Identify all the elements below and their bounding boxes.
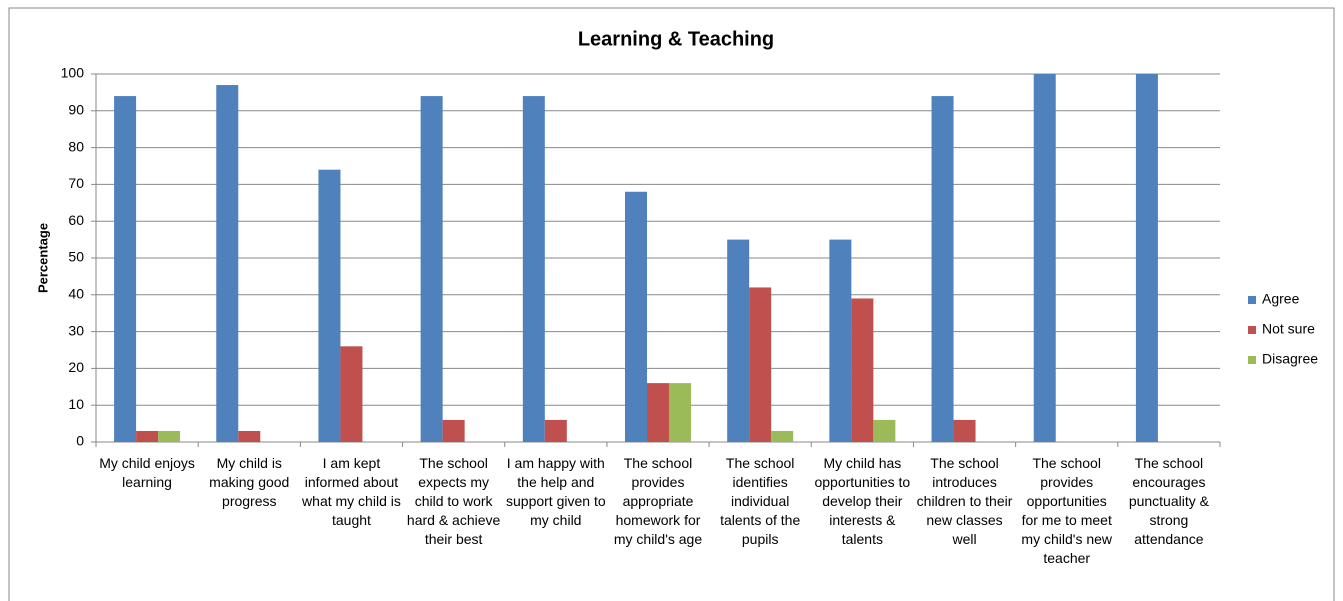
bar xyxy=(114,96,137,442)
x-tick-label: My child is making good progress xyxy=(209,455,290,509)
y-axis-label: Percentage xyxy=(35,223,50,293)
x-tick-label: I am kept informed about what my child i… xyxy=(302,455,401,528)
y-tick-label: 10 xyxy=(68,396,84,412)
bar xyxy=(1135,74,1158,442)
bar xyxy=(216,85,239,442)
bar xyxy=(953,419,976,442)
bar xyxy=(136,430,159,442)
bar xyxy=(829,239,852,442)
legend-label: Agree xyxy=(1262,291,1300,307)
y-tick-label: 50 xyxy=(68,249,84,265)
legend-label: Disagree xyxy=(1262,351,1318,367)
x-tick-label: The school provides appropriate homework… xyxy=(613,455,703,547)
y-tick-label: 100 xyxy=(61,65,85,81)
bar xyxy=(420,96,443,442)
bar xyxy=(625,191,647,442)
y-tick-label: 30 xyxy=(68,322,84,338)
legend-swatch xyxy=(1248,326,1256,334)
y-tick-label: 0 xyxy=(76,433,84,449)
bar xyxy=(749,287,772,442)
chart-border xyxy=(8,7,1335,601)
y-tick-label: 70 xyxy=(68,175,84,191)
y-tick-label: 90 xyxy=(68,102,84,118)
bar xyxy=(544,419,567,442)
x-tick-label: The school introduces children to their … xyxy=(916,455,1013,547)
bar xyxy=(771,430,794,442)
bar xyxy=(318,169,341,442)
bar xyxy=(727,239,750,442)
y-tick-label: 40 xyxy=(68,286,84,302)
bar xyxy=(340,346,363,442)
y-tick-label: 60 xyxy=(68,212,84,228)
x-tick-label: The school encourages punctuality & stro… xyxy=(1128,455,1209,547)
bar xyxy=(238,430,261,442)
y-tick-label: 80 xyxy=(68,138,84,154)
bar xyxy=(522,96,545,442)
bar xyxy=(442,419,465,442)
chart-title: Learning & Teaching xyxy=(578,28,774,50)
x-tick-label: My child has opportunities to develop th… xyxy=(814,455,911,547)
bar xyxy=(1033,74,1056,442)
y-tick-label: 20 xyxy=(68,359,84,375)
legend-label: Not sure xyxy=(1262,321,1315,337)
x-tick-label: The school identifies individual talents… xyxy=(720,455,801,547)
legend-swatch xyxy=(1248,356,1256,364)
bar xyxy=(931,96,954,442)
x-tick-label: I am happy with the help and support giv… xyxy=(506,455,606,528)
bar xyxy=(669,383,691,442)
x-tick-label: The school expects my child to work hard… xyxy=(406,455,501,547)
x-tick-label: The school provides opportunities for me… xyxy=(1021,455,1113,566)
legend-swatch xyxy=(1248,296,1256,304)
x-tick-label: My child enjoys learning xyxy=(99,455,195,490)
bar xyxy=(851,298,874,442)
bar xyxy=(647,383,669,442)
bar xyxy=(158,430,181,442)
bar xyxy=(873,419,896,442)
